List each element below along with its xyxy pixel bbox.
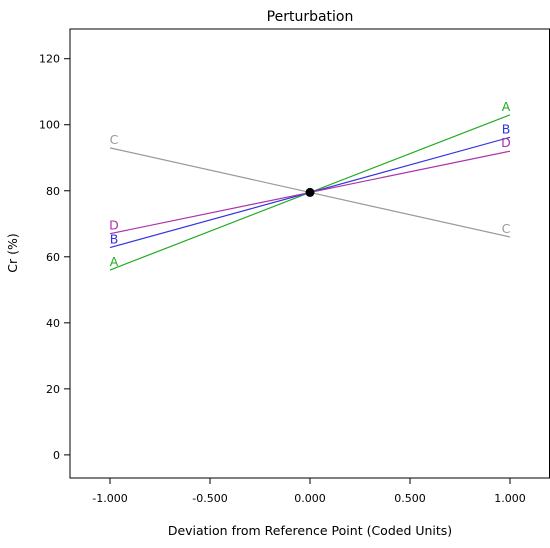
reference-point-marker <box>305 187 315 197</box>
y-tick-label: 60 <box>46 251 60 264</box>
y-tick-label: 0 <box>53 449 60 462</box>
y-tick-label: 20 <box>46 383 60 396</box>
series-label-c-right: C <box>502 221 511 236</box>
y-tick-label: 100 <box>39 119 60 132</box>
y-tick-label: 120 <box>39 53 60 66</box>
y-tick-label: 40 <box>46 317 60 330</box>
x-axis-ticks: -1.000 -0.500 0.000 0.500 1.000 <box>92 478 526 505</box>
series-label-c-left: C <box>110 132 119 147</box>
series-label-b-right: B <box>502 121 511 136</box>
x-axis-label: Deviation from Reference Point (Coded Un… <box>168 523 452 538</box>
x-tick-label: -0.500 <box>192 492 227 505</box>
y-axis-ticks: 0 20 40 60 80 100 120 <box>39 53 70 462</box>
series-label-d-right: D <box>501 135 511 150</box>
y-axis-label: Cr (%) <box>5 233 20 272</box>
series-label-a-right: A <box>502 99 511 114</box>
x-tick-label: 0.500 <box>394 492 426 505</box>
x-tick-label: -1.000 <box>92 492 127 505</box>
chart-title: Perturbation <box>267 9 354 25</box>
series-label-b-left: B <box>110 232 119 247</box>
x-tick-label: 0.000 <box>294 492 326 505</box>
series-label-d-left: D <box>109 218 119 233</box>
plot-frame <box>69 28 550 479</box>
y-tick-label: 80 <box>46 185 60 198</box>
x-tick-label: 1.000 <box>494 492 526 505</box>
series-label-a-left: A <box>110 254 119 269</box>
